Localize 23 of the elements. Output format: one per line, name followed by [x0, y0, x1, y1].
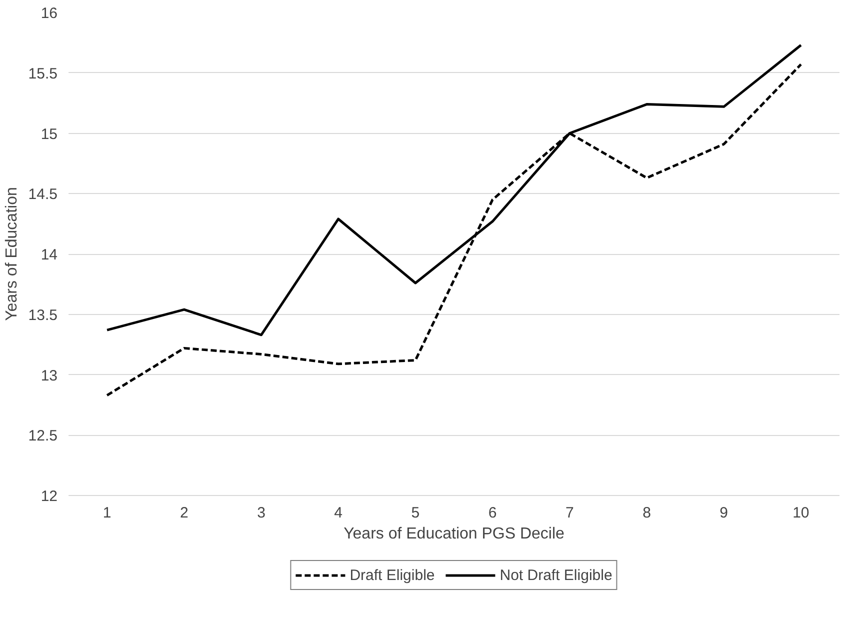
y-tick-label: 13 — [40, 367, 58, 384]
legend-label: Not Draft Eligible — [500, 566, 612, 584]
x-tick-label: 4 — [334, 504, 343, 522]
y-tick-label: 12.5 — [28, 428, 58, 445]
x-tick-label: 7 — [565, 504, 574, 522]
y-tick-label: 16 — [40, 5, 58, 22]
x-tick-label: 8 — [642, 504, 651, 522]
y-tick-label: 13.5 — [28, 306, 58, 324]
legend-label: Draft Eligible — [350, 566, 435, 584]
x-tick-label: 2 — [180, 504, 188, 522]
y-tick-label: 15.5 — [28, 65, 58, 82]
x-tick-label: 3 — [257, 504, 266, 522]
x-tick-label: 1 — [102, 504, 112, 522]
y-axis-title: Years of Education — [3, 187, 20, 321]
y-tick-label: 15 — [40, 126, 58, 143]
y-tick-label: 12 — [40, 488, 58, 505]
x-tick-label: 5 — [411, 504, 420, 522]
y-tick-label: 14 — [40, 246, 58, 264]
x-tick-label: 10 — [792, 504, 810, 522]
x-tick-label: 9 — [720, 504, 728, 522]
x-axis-title: Years of Education PGS Decile — [344, 526, 565, 542]
y-tick-label: 14.5 — [28, 186, 58, 204]
x-tick-label: 6 — [488, 504, 497, 522]
